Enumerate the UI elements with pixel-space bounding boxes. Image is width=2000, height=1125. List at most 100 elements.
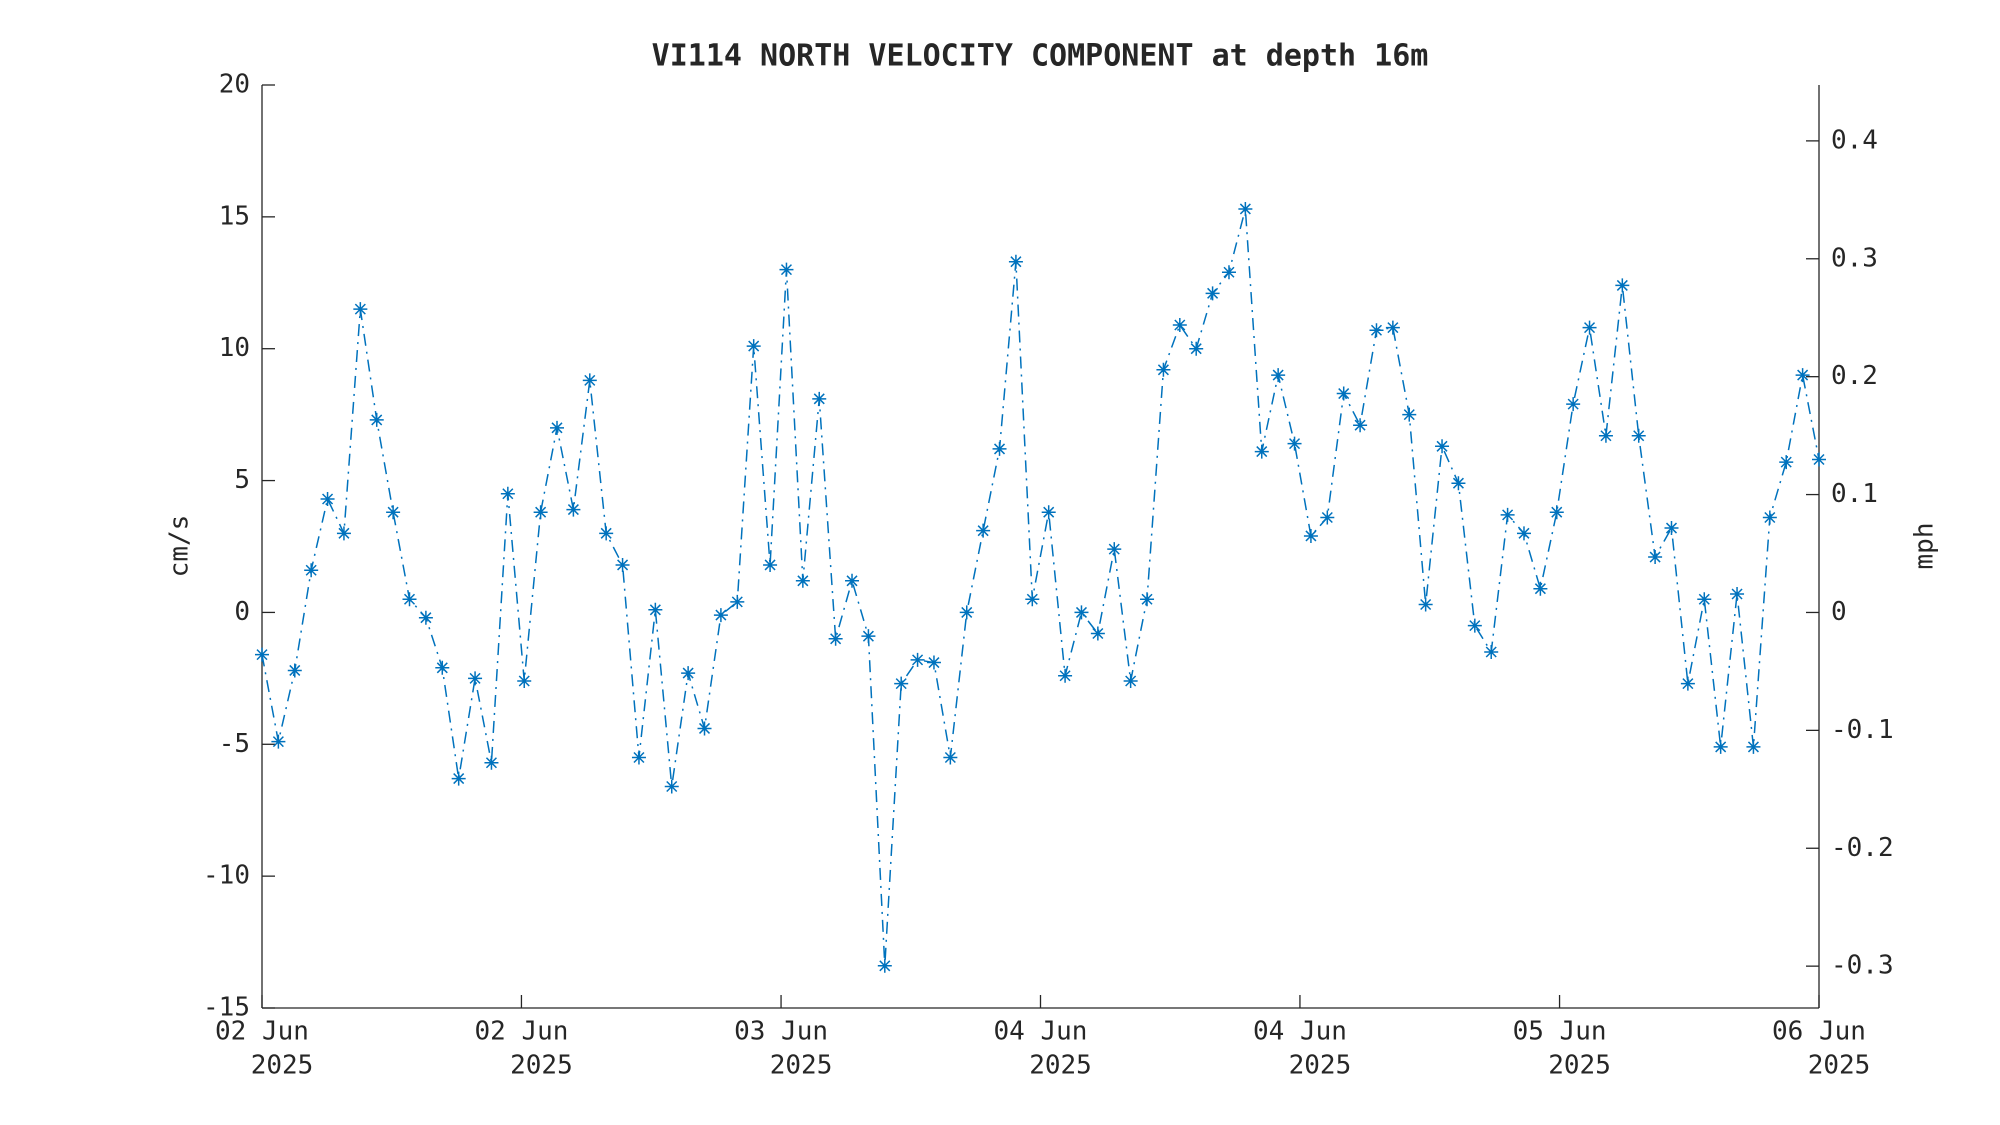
data-point xyxy=(1500,507,1515,522)
data-point xyxy=(1303,528,1318,543)
y-tick-label: -15 xyxy=(203,993,250,1023)
data-point xyxy=(1205,286,1220,301)
y-tick-label: 15 xyxy=(219,201,250,231)
x-tick-label: 02 Jun xyxy=(474,1017,568,1047)
data-point xyxy=(369,412,384,427)
data-point xyxy=(1320,510,1335,525)
data-point xyxy=(533,505,548,520)
y-tick-label: 5 xyxy=(234,465,250,495)
data-point xyxy=(697,721,712,736)
data-point xyxy=(861,629,876,644)
data-point xyxy=(812,391,827,406)
y-tick-label: 0 xyxy=(234,597,250,627)
data-point xyxy=(730,594,745,609)
data-point xyxy=(1254,444,1269,459)
data-point xyxy=(1090,626,1105,641)
data-point xyxy=(1008,254,1023,269)
data-point xyxy=(894,676,909,691)
data-point xyxy=(599,526,614,541)
data-point xyxy=(1730,586,1745,601)
data-point xyxy=(1189,341,1204,356)
data-point xyxy=(500,486,515,501)
data-point xyxy=(1058,668,1073,683)
data-point xyxy=(746,339,761,354)
data-point xyxy=(1812,452,1826,467)
x-tick-sublabel: 2025 xyxy=(251,1051,314,1081)
data-point xyxy=(681,666,696,681)
data-point xyxy=(795,573,810,588)
data-point xyxy=(435,660,450,675)
data-point xyxy=(1172,317,1187,332)
data-point xyxy=(468,671,483,686)
data-point xyxy=(1451,476,1466,491)
data-point xyxy=(1680,676,1695,691)
series-line xyxy=(261,208,1820,966)
data-point xyxy=(1664,521,1679,536)
data-point xyxy=(1123,673,1138,688)
data-point xyxy=(271,734,286,749)
data-point xyxy=(1271,368,1286,383)
x-tick-sublabel: 2025 xyxy=(510,1051,573,1081)
data-point xyxy=(1467,618,1482,633)
x-tick-sublabel: 2025 xyxy=(770,1051,833,1081)
y2-tick-label: 0.2 xyxy=(1831,361,1878,391)
data-point xyxy=(287,663,302,678)
data-point xyxy=(1025,592,1040,607)
y2-tick-label: 0.4 xyxy=(1831,125,1878,155)
data-point xyxy=(910,652,925,667)
data-point xyxy=(1369,323,1384,338)
data-point xyxy=(484,755,499,770)
data-point xyxy=(1516,526,1531,541)
data-point xyxy=(1615,278,1630,293)
data-point xyxy=(959,605,974,620)
data-point xyxy=(1697,592,1712,607)
data-point xyxy=(976,523,991,538)
y2-axis-label: mph xyxy=(1910,523,1940,570)
data-point xyxy=(1140,592,1155,607)
data-point xyxy=(304,563,319,578)
x-tick-sublabel: 2025 xyxy=(1548,1051,1611,1081)
data-point xyxy=(877,958,892,973)
data-point xyxy=(1566,397,1581,412)
y-axis-label: cm/s xyxy=(165,515,195,578)
data-point xyxy=(926,655,941,670)
chart-title: VI114 NORTH VELOCITY COMPONENT at depth … xyxy=(652,39,1429,74)
data-point xyxy=(566,502,581,517)
data-point xyxy=(1631,428,1646,443)
x-tick-label: 05 Jun xyxy=(1513,1017,1607,1047)
data-point xyxy=(1582,320,1597,335)
data-point xyxy=(763,557,778,572)
data-point xyxy=(1779,455,1794,470)
data-point xyxy=(320,492,335,507)
data-point xyxy=(517,673,532,688)
x-tick-label: 03 Jun xyxy=(734,1017,828,1047)
y-tick-label: -10 xyxy=(203,861,250,891)
data-point xyxy=(1762,510,1777,525)
data-point xyxy=(386,505,401,520)
y2-tick-label: 0 xyxy=(1831,597,1847,627)
data-point xyxy=(1238,201,1253,216)
y2-tick-label: 0.1 xyxy=(1831,479,1878,509)
data-point xyxy=(1713,739,1728,754)
data-point xyxy=(1795,368,1810,383)
data-point xyxy=(664,779,679,794)
data-point xyxy=(1385,320,1400,335)
data-point xyxy=(1484,644,1499,659)
data-point xyxy=(992,441,1007,456)
data-point xyxy=(1107,542,1122,557)
data-point xyxy=(943,750,958,765)
data-point xyxy=(582,373,597,388)
y2-tick-label: -0.2 xyxy=(1831,833,1894,863)
data-point xyxy=(631,750,646,765)
data-point xyxy=(1533,581,1548,596)
data-point xyxy=(1402,407,1417,422)
data-point xyxy=(1435,439,1450,454)
data-point xyxy=(451,771,466,786)
data-point xyxy=(845,573,860,588)
data-point xyxy=(1074,605,1089,620)
data-point xyxy=(1746,739,1761,754)
y-tick-label: 10 xyxy=(219,333,250,363)
data-point xyxy=(779,262,794,277)
y2-tick-label: -0.3 xyxy=(1831,951,1894,981)
